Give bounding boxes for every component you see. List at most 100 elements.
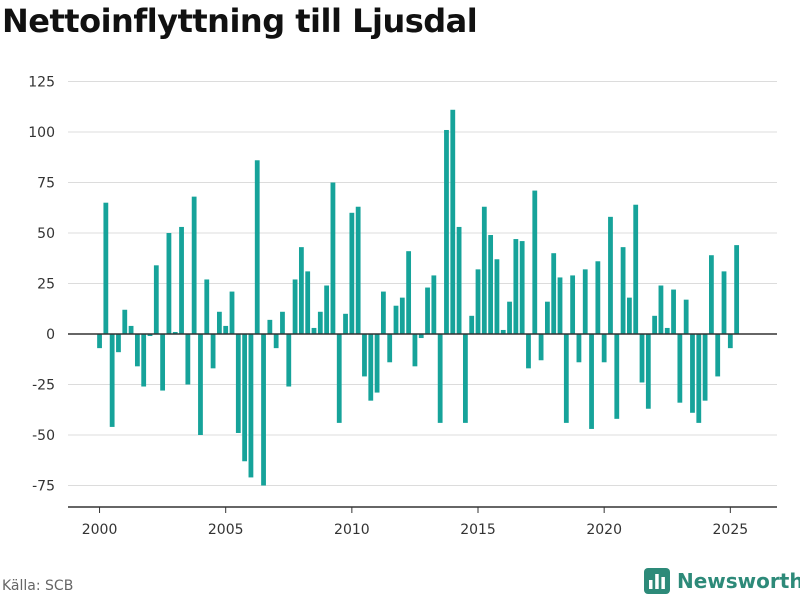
- bar: [481, 206, 487, 334]
- bar: [570, 275, 576, 334]
- chart-title: Nettoinflyttning till Ljusdal: [2, 2, 478, 40]
- bar: [696, 334, 702, 423]
- bar: [677, 334, 683, 403]
- x-tick-label: 2010: [334, 522, 370, 538]
- bar: [160, 334, 166, 391]
- bar: [122, 309, 128, 334]
- bar: [538, 334, 544, 361]
- bar: [614, 334, 620, 419]
- bar: [671, 289, 676, 334]
- y-tick-label: 100: [28, 125, 55, 141]
- bar: [709, 255, 714, 334]
- bar: [286, 334, 292, 387]
- bar: [229, 291, 235, 334]
- bar: [488, 235, 494, 334]
- bar: [311, 327, 317, 334]
- bar: [116, 334, 121, 353]
- bar: [280, 311, 285, 334]
- y-axis: 125 100 75 50 25 0 -25 -50 -75: [28, 75, 55, 495]
- bar: [141, 334, 147, 387]
- bar: [456, 226, 462, 334]
- bar: [248, 334, 254, 478]
- x-tick-label: 2015: [460, 522, 496, 538]
- bar: [462, 334, 468, 423]
- bar: [204, 279, 210, 334]
- bar: [412, 334, 418, 367]
- bar: [544, 301, 550, 334]
- bar: [664, 327, 670, 334]
- bar: [595, 261, 601, 334]
- bar: [658, 285, 664, 334]
- bar: [267, 319, 273, 334]
- bar: [500, 329, 506, 334]
- x-axis: 2000 2005 2010 2015 2020 2025: [68, 506, 777, 538]
- bar: [645, 334, 651, 409]
- bar: [368, 334, 374, 401]
- bar: [513, 239, 519, 334]
- bar: [444, 129, 449, 334]
- bar: [507, 301, 512, 334]
- bar: [355, 206, 361, 334]
- bar: [216, 311, 222, 334]
- x-tick-label: 2005: [208, 522, 244, 538]
- bar: [362, 334, 367, 377]
- bar: [235, 334, 241, 433]
- bar: [494, 259, 500, 334]
- bar: [324, 285, 330, 334]
- y-tick-label: -75: [32, 479, 55, 495]
- bar: [179, 226, 184, 334]
- bar: [727, 334, 733, 349]
- bar: [690, 334, 695, 413]
- bar: [153, 265, 159, 334]
- bar: [734, 245, 740, 334]
- bar: [526, 334, 531, 369]
- bar: [683, 299, 689, 334]
- bar: [469, 315, 475, 334]
- bar: [349, 212, 355, 334]
- y-tick-label: 0: [46, 327, 55, 343]
- bar: [425, 287, 430, 334]
- bar-chart-logo-icon: [644, 568, 670, 594]
- bar: [715, 334, 721, 377]
- bar: [393, 305, 399, 334]
- bar: [652, 315, 658, 334]
- bar: [166, 233, 172, 334]
- bar: [702, 334, 708, 401]
- y-tick-label: 50: [37, 226, 55, 242]
- bar: [185, 334, 191, 385]
- brand-name: Newsworthy: [677, 569, 800, 593]
- bar: [431, 275, 437, 334]
- bar: [317, 311, 323, 334]
- x-tick-label: 2020: [586, 522, 622, 538]
- bar: [437, 334, 443, 423]
- y-tick-label: 25: [37, 277, 55, 293]
- bar: [519, 241, 525, 334]
- bar: [97, 334, 102, 349]
- bar: [557, 277, 563, 334]
- y-tick-label: -50: [32, 428, 55, 444]
- bar: [563, 334, 569, 423]
- x-tick-label: 2000: [82, 522, 118, 538]
- bar: [450, 109, 456, 334]
- x-tick-label: 2025: [713, 522, 749, 538]
- bar: [374, 334, 380, 393]
- bar: [298, 247, 304, 334]
- bar: [380, 291, 386, 334]
- bar: [134, 334, 140, 367]
- bar: [620, 247, 626, 334]
- bar: [109, 334, 115, 427]
- bar: [418, 334, 424, 339]
- bar: [589, 334, 594, 429]
- bar: [103, 202, 109, 334]
- bar: [198, 334, 203, 435]
- bar: [210, 334, 216, 369]
- bar: [254, 160, 260, 334]
- y-tick-label: 75: [37, 176, 55, 192]
- bar: [532, 190, 538, 334]
- bar: [639, 334, 645, 383]
- brand-logo: Newsworthy: [644, 568, 800, 594]
- bar: [601, 334, 607, 363]
- bar: [223, 325, 229, 334]
- bar: [582, 269, 588, 334]
